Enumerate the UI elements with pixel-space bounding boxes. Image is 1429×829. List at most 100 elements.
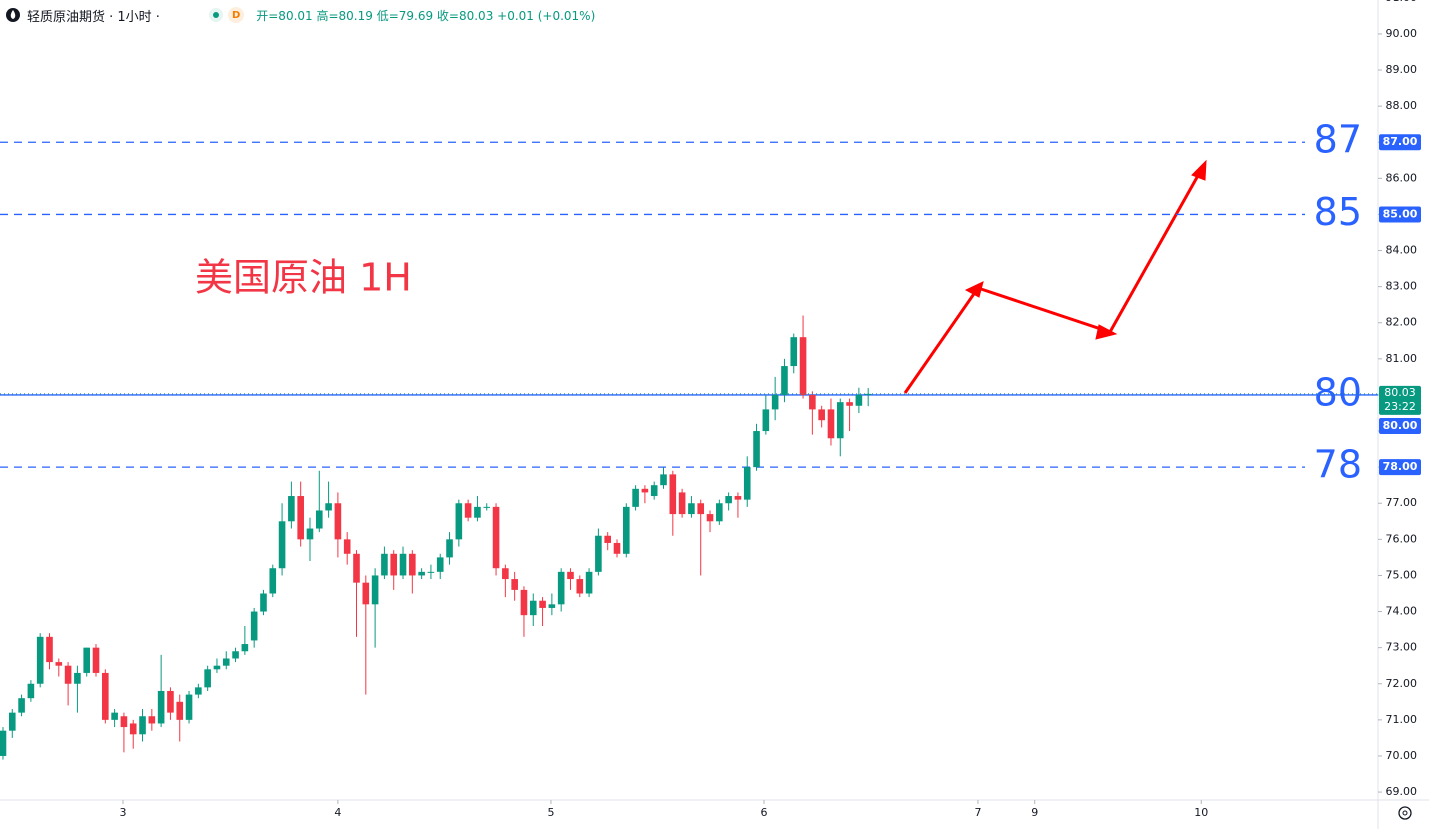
candle-body <box>139 716 146 735</box>
settings-icon[interactable] <box>1398 806 1412 820</box>
y-tick-label: 91.00 <box>1386 0 1418 4</box>
candle-body <box>492 506 500 569</box>
candle-body <box>418 571 425 576</box>
y-tick-label: 71.00 <box>1386 713 1418 726</box>
candle-body <box>632 488 639 507</box>
candle-body <box>306 528 314 540</box>
candle-body <box>334 503 342 540</box>
candle-body <box>409 553 416 576</box>
candle-body <box>669 474 677 515</box>
candle-body <box>716 503 723 522</box>
candle-body <box>622 506 630 554</box>
candle-body <box>595 535 602 572</box>
candle-body <box>185 694 193 720</box>
y-tick-label: 86.00 <box>1386 171 1418 184</box>
last-price-badge <box>1379 385 1421 415</box>
candle-body <box>520 589 528 616</box>
candle-body <box>502 568 509 580</box>
candle-body <box>790 337 798 367</box>
candle-body <box>371 575 379 605</box>
candle-body <box>353 553 360 583</box>
candle-body <box>734 496 742 500</box>
candle-body <box>557 571 565 605</box>
y-tick-label: 84.00 <box>1386 244 1418 257</box>
y-tick-label: 69.00 <box>1386 785 1418 798</box>
y-tick-label: 77.00 <box>1386 496 1418 509</box>
y-tick-label: 83.00 <box>1386 280 1418 293</box>
candle-body <box>641 488 649 493</box>
x-tick-label: 7 <box>974 806 981 819</box>
candle-body <box>576 579 584 594</box>
level-badge <box>1379 417 1421 434</box>
candle-body <box>678 492 686 515</box>
candle-body <box>827 409 835 439</box>
y-tick-label: 70.00 <box>1386 749 1418 762</box>
candle-body <box>176 701 184 720</box>
candle-body <box>222 658 230 666</box>
forecast-arrow <box>903 159 1207 394</box>
candle-body <box>27 683 35 699</box>
candle-body <box>362 582 370 605</box>
candle-body <box>18 698 25 713</box>
candle-body <box>427 571 435 573</box>
candle-body <box>269 568 277 594</box>
candle-body <box>855 394 863 406</box>
x-tick-label: 3 <box>119 806 126 819</box>
candle-body <box>241 644 249 652</box>
candle-body <box>213 665 221 670</box>
candle-body <box>529 600 537 616</box>
y-tick-label: 90.00 <box>1386 27 1418 40</box>
candle-body <box>836 402 844 439</box>
level-label: 80 <box>1314 370 1362 414</box>
y-tick-label: 73.00 <box>1386 641 1418 654</box>
candle-body <box>288 496 295 522</box>
candle-body <box>157 690 165 724</box>
candle-body <box>195 687 202 695</box>
candle-body <box>46 636 53 663</box>
symbol-icon <box>6 8 20 22</box>
candle-body <box>604 535 611 543</box>
candle-body <box>511 579 518 590</box>
candle-body <box>688 503 695 515</box>
status-icons <box>208 7 244 23</box>
candle-body <box>260 593 267 612</box>
candle-body <box>818 409 825 421</box>
candle-body <box>55 662 63 666</box>
candle-body <box>204 669 211 688</box>
level-badge <box>1379 459 1421 476</box>
candle-body <box>753 431 760 468</box>
candle-body <box>464 503 472 518</box>
level-badge-label: 80.00 <box>1383 419 1418 432</box>
candle-body <box>809 394 816 410</box>
candle-body <box>781 366 788 395</box>
candle-body <box>846 402 853 406</box>
level-badge-label: 78.00 <box>1383 460 1418 473</box>
y-tick-label: 72.00 <box>1386 677 1418 690</box>
candle-body <box>436 557 444 572</box>
candle-body <box>129 723 137 735</box>
candle-body <box>771 394 779 410</box>
header: 轻质原油期货 · 1小时 · D 开=80.01 高=80.19 低=79.69… <box>0 0 595 30</box>
candle-body <box>167 690 174 713</box>
candle-body <box>92 647 100 673</box>
x-tick-label: 5 <box>547 806 554 819</box>
candle-body <box>64 665 72 684</box>
candle-body <box>660 474 667 486</box>
y-tick-label: 81.00 <box>1386 352 1418 365</box>
candle-body <box>799 337 807 395</box>
candle-body <box>474 506 481 518</box>
candle-body <box>297 496 304 540</box>
candle-body <box>613 542 621 554</box>
last-price-label: 80.03 <box>1384 386 1416 399</box>
x-tick-label: 4 <box>334 806 341 819</box>
candle-body <box>650 485 658 497</box>
candle-body <box>455 503 463 540</box>
y-tick-label: 89.00 <box>1386 63 1418 76</box>
candle-body <box>697 503 705 515</box>
candle-body <box>390 553 398 576</box>
candle-body <box>381 553 388 576</box>
candle-body <box>8 712 16 731</box>
candle-body <box>343 539 351 554</box>
